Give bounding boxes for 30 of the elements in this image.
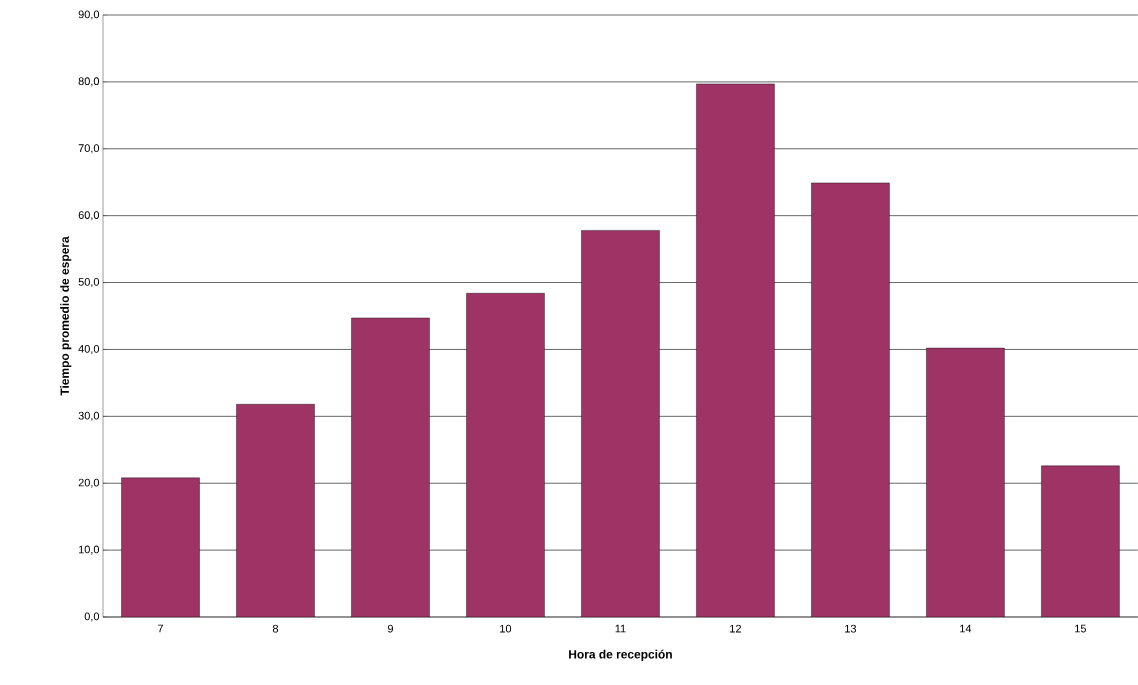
y-tick-label: 70,0 [78,144,100,154]
bar [926,347,1005,617]
y-tick-label: 50,0 [78,278,100,288]
y-tick-label: 10,0 [78,545,100,555]
bar [811,182,890,617]
y-tick-label: 30,0 [78,411,100,421]
x-tick-label: 12 [730,624,741,633]
x-tick-label: 8 [272,624,279,633]
y-tick-label: 80,0 [78,77,100,87]
y-tick-label: 0,0 [84,612,100,622]
x-axis-title: Hora de recepción [569,649,672,661]
bar [1041,465,1120,617]
x-tick-label: 14 [960,624,972,633]
y-axis-title: Tiempo promedio de espera [60,236,72,396]
x-tick-label: 10 [500,624,512,633]
x-tick-label: 7 [158,624,163,633]
y-tick-label: 60,0 [78,211,100,221]
x-tick-label: 13 [845,624,857,633]
x-tick-label: 15 [1075,624,1087,633]
bar [121,477,200,617]
y-tick-label: 40,0 [78,344,100,354]
y-tick-label: 20,0 [78,478,100,488]
y-tick-label: 90,0 [78,10,100,20]
bar [351,317,430,617]
bar [581,230,660,617]
x-tick-label: 9 [387,624,393,633]
bar [236,404,315,617]
x-tick-label: 11 [615,624,626,633]
bar [466,293,545,617]
bar [696,83,775,617]
